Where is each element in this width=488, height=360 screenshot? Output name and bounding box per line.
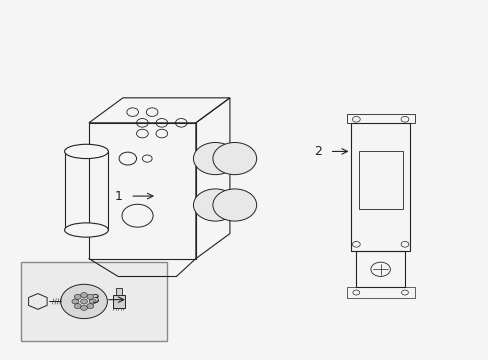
Text: 2: 2 [314,145,322,158]
Bar [356,251,404,287]
Bar [351,123,409,251]
Text: 1: 1 [115,190,122,203]
Circle shape [72,299,79,304]
Bar [358,151,402,208]
Circle shape [193,189,237,221]
Circle shape [81,305,87,310]
Ellipse shape [64,223,108,237]
Circle shape [89,299,96,304]
Circle shape [87,303,94,309]
Circle shape [193,143,237,175]
Circle shape [87,294,94,299]
Bar [346,287,414,298]
Bar [113,295,125,308]
Circle shape [212,143,256,175]
Ellipse shape [64,144,108,158]
Bar [21,262,166,341]
Bar [346,114,414,123]
Circle shape [81,293,87,297]
Bar [116,288,122,295]
Circle shape [74,294,81,299]
Circle shape [61,284,107,319]
Circle shape [212,189,256,221]
Circle shape [81,299,87,304]
Bar [64,152,108,230]
Text: 3: 3 [91,293,99,306]
Circle shape [74,303,81,309]
